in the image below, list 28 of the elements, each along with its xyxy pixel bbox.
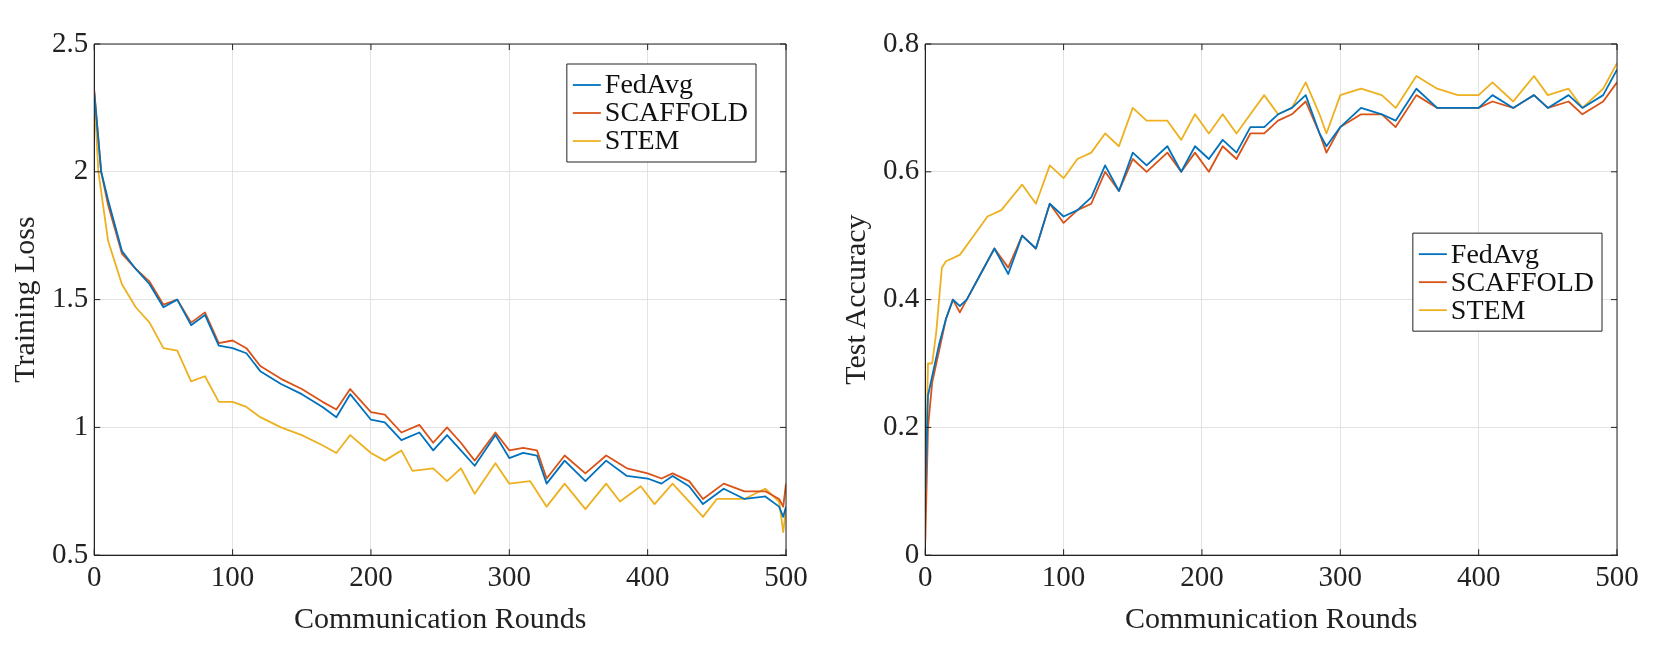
y-axis-title: Test Accuracy	[837, 214, 871, 385]
x-tick-label: 100	[210, 560, 255, 593]
x-axis-title: Communication Rounds	[1124, 600, 1418, 634]
legend-label: STEM	[1450, 293, 1526, 325]
y-tick-label: 0.8	[883, 25, 920, 58]
y-tick-label: 0	[904, 536, 920, 569]
y-tick-label: 1	[73, 409, 89, 442]
x-axis-title: Communication Rounds	[293, 600, 587, 634]
x-tick-label: 300	[1318, 560, 1363, 593]
legend-label: FedAvg	[1450, 237, 1539, 269]
x-tick-label: 100	[1041, 560, 1086, 593]
x-tick-label: 200	[1180, 560, 1224, 593]
y-tick-label: 0.6	[883, 153, 920, 186]
x-tick-label: 400	[1456, 560, 1501, 593]
y-tick-label: 0.2	[883, 409, 920, 442]
x-tick-label: 400	[625, 560, 670, 593]
y-tick-label: 1.5	[52, 281, 89, 314]
y-tick-label: 0.4	[883, 281, 920, 314]
x-tick-label: 500	[1595, 560, 1639, 593]
x-tick-label: 200	[349, 560, 393, 593]
x-tick-label: 300	[487, 560, 532, 593]
y-axis-title: Training Loss	[6, 216, 40, 383]
legend-label: STEM	[604, 124, 680, 156]
y-tick-label: 2	[73, 153, 89, 186]
y-tick-label: 0.5	[52, 536, 89, 569]
legend-label: FedAvg	[604, 68, 693, 100]
x-tick-label: 500	[764, 560, 808, 593]
y-tick-label: 2.5	[52, 25, 89, 58]
